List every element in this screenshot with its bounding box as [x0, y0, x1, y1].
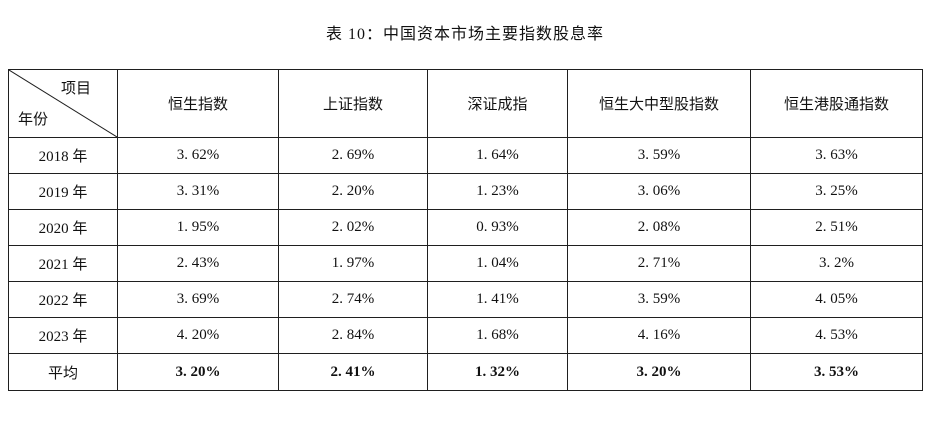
corner-label-item: 项目	[60, 81, 91, 97]
value-cell: 1. 64%	[427, 137, 568, 174]
column-header-sse: 上证指数	[278, 69, 428, 138]
value-cell: 0. 93%	[427, 209, 568, 246]
value-cell: 3. 20%	[567, 353, 751, 391]
diagonal-divider-line	[9, 70, 117, 137]
value-cell: 3. 2%	[750, 245, 923, 282]
value-cell: 3. 59%	[567, 137, 751, 174]
year-cell: 2020 年	[8, 209, 118, 246]
value-cell: 4. 16%	[567, 317, 751, 354]
value-cell: 2. 74%	[278, 281, 428, 318]
table-row-2021: 2021 年 2. 43% 1. 97% 1. 04% 2. 71% 3. 2%	[8, 245, 923, 282]
value-cell: 2. 43%	[117, 245, 279, 282]
value-cell: 1. 68%	[427, 317, 568, 354]
value-cell: 1. 32%	[427, 353, 568, 391]
year-cell: 2023 年	[8, 317, 118, 354]
table-row-average: 平均 3. 20% 2. 41% 1. 32% 3. 20% 3. 53%	[8, 353, 923, 391]
value-cell: 4. 20%	[117, 317, 279, 354]
corner-header-cell: 项目 年份	[8, 69, 118, 138]
value-cell: 3. 20%	[117, 353, 279, 391]
value-cell: 4. 53%	[750, 317, 923, 354]
value-cell: 2. 20%	[278, 173, 428, 210]
value-cell: 1. 97%	[278, 245, 428, 282]
value-cell: 1. 41%	[427, 281, 568, 318]
value-cell: 2. 69%	[278, 137, 428, 174]
value-cell: 2. 02%	[278, 209, 428, 246]
corner-label-year: 年份	[18, 112, 49, 128]
value-cell: 2. 08%	[567, 209, 751, 246]
value-cell: 1. 04%	[427, 245, 568, 282]
year-cell: 2021 年	[8, 245, 118, 282]
value-cell: 3. 06%	[567, 173, 751, 210]
value-cell: 2. 84%	[278, 317, 428, 354]
value-cell: 1. 95%	[117, 209, 279, 246]
column-header-hs-largemid: 恒生大中型股指数	[567, 69, 751, 138]
column-header-szse: 深证成指	[427, 69, 568, 138]
value-cell: 3. 25%	[750, 173, 923, 210]
value-cell: 4. 05%	[750, 281, 923, 318]
dividend-yield-table: 项目 年份 恒生指数 上证指数 深证成指 恒生大中型股指数 恒生港股通指数 20…	[8, 69, 923, 391]
table-row-2022: 2022 年 3. 69% 2. 74% 1. 41% 3. 59% 4. 05…	[8, 281, 923, 318]
table-caption: 表 10：中国资本市场主要指数股息率	[325, 26, 604, 43]
column-header-hangseng: 恒生指数	[117, 69, 279, 138]
value-cell: 3. 62%	[117, 137, 279, 174]
value-cell: 3. 31%	[117, 173, 279, 210]
year-cell: 2019 年	[8, 173, 118, 210]
value-cell: 2. 71%	[567, 245, 751, 282]
value-cell: 3. 63%	[750, 137, 923, 174]
value-cell: 2. 51%	[750, 209, 923, 246]
value-cell: 3. 69%	[117, 281, 279, 318]
table-row-2023: 2023 年 4. 20% 2. 84% 1. 68% 4. 16% 4. 53…	[8, 317, 923, 354]
year-cell: 2018 年	[8, 137, 118, 174]
table-header-row: 项目 年份 恒生指数 上证指数 深证成指 恒生大中型股指数 恒生港股通指数	[8, 69, 923, 138]
table-row-2019: 2019 年 3. 31% 2. 20% 1. 23% 3. 06% 3. 25…	[8, 173, 923, 210]
value-cell: 2. 41%	[278, 353, 428, 391]
year-cell: 2022 年	[8, 281, 118, 318]
value-cell: 3. 59%	[567, 281, 751, 318]
column-header-hs-stockconnect: 恒生港股通指数	[750, 69, 923, 138]
value-cell: 3. 53%	[750, 353, 923, 391]
value-cell: 1. 23%	[427, 173, 568, 210]
table-row-2018: 2018 年 3. 62% 2. 69% 1. 64% 3. 59% 3. 63…	[8, 137, 923, 174]
table-row-2020: 2020 年 1. 95% 2. 02% 0. 93% 2. 08% 2. 51…	[8, 209, 923, 246]
year-cell: 平均	[8, 353, 118, 391]
